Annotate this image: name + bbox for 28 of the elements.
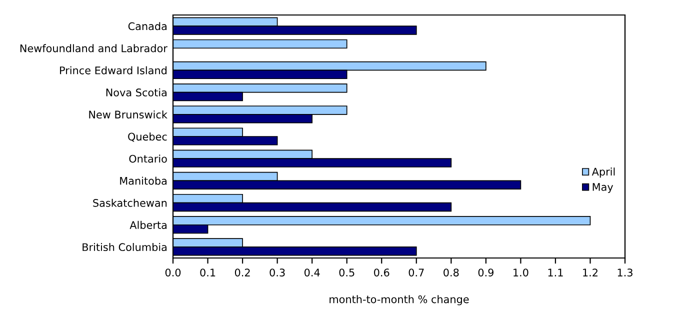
x-axis-title: month-to-month % change bbox=[330, 295, 469, 306]
x-tick-label: 0.7 bbox=[408, 268, 424, 276]
x-tick-label: 0.8 bbox=[444, 268, 459, 276]
y-tick-label: Saskatchewan bbox=[93, 198, 167, 207]
y-tick-label: Nova Scotia bbox=[106, 88, 166, 96]
legend-label: April bbox=[592, 168, 615, 178]
y-tick-label: Quebec bbox=[128, 132, 167, 142]
x-tick-label: 0.9 bbox=[478, 268, 494, 276]
y-tick-label: Alberta bbox=[130, 220, 166, 229]
x-tick-label: 0.3 bbox=[270, 268, 285, 276]
x-tick-label: 1.0 bbox=[514, 268, 528, 276]
x-tick-label: 0.0 bbox=[165, 268, 181, 276]
y-tick-label: Newfoundland and Labrador bbox=[20, 44, 168, 52]
y-tick-label: Prince Edward Island bbox=[60, 66, 166, 74]
legend-label: May bbox=[592, 183, 614, 193]
y-tick-label: Ontario bbox=[129, 154, 167, 163]
y-tick-label: New Brunswick bbox=[89, 110, 168, 119]
x-tick-label: 0.2 bbox=[234, 268, 250, 276]
x-tick-label: 0.1 bbox=[200, 268, 216, 276]
x-tick-label: 0.5 bbox=[339, 268, 354, 276]
x-tick-label: 1.1 bbox=[548, 268, 563, 276]
y-tick-label: Manitoba bbox=[120, 176, 166, 185]
x-tick-label: 0.6 bbox=[374, 268, 390, 276]
x-tick-label: 0.4 bbox=[304, 268, 320, 276]
y-tick-label: British Columbia bbox=[82, 242, 166, 252]
y-tick-label: Canada bbox=[128, 22, 166, 30]
x-tick-label: 1.3 bbox=[618, 268, 632, 276]
x-tick-label: 1.2 bbox=[583, 268, 598, 276]
